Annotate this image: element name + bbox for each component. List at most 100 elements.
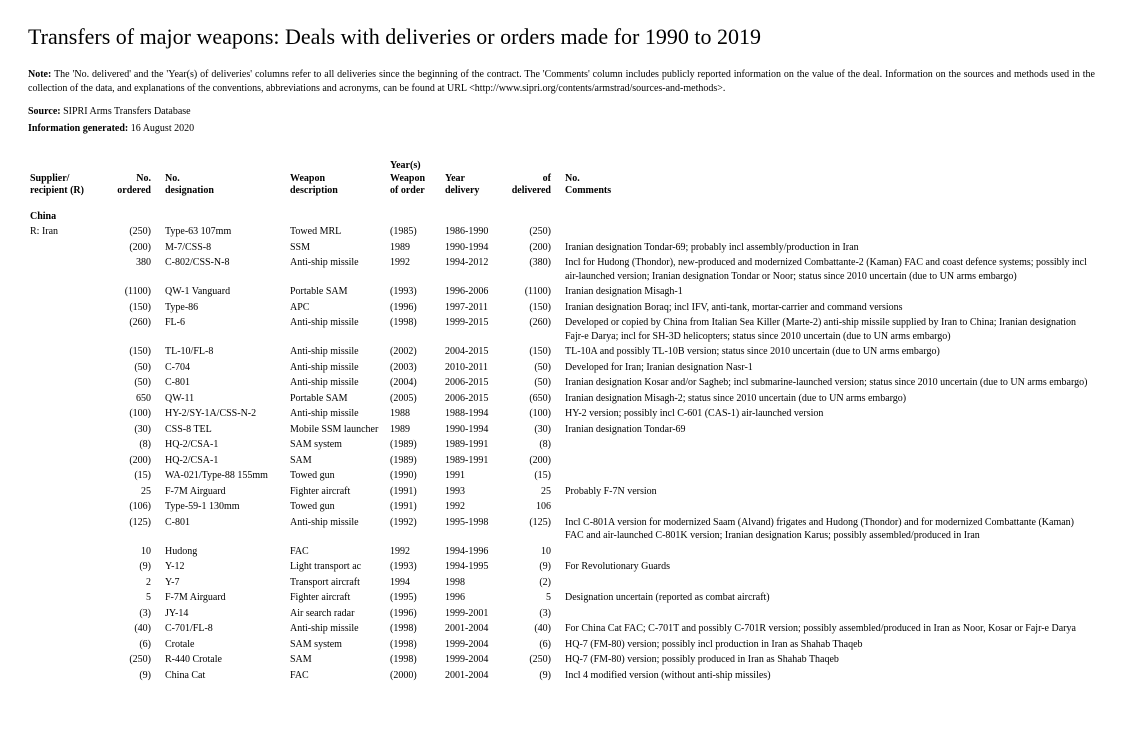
comments-cell: Iranian designation Kosar and/or Sagheb;…: [563, 375, 1095, 391]
recipient-cell: R: Iran: [28, 224, 108, 240]
recipient-cell: [28, 422, 108, 438]
num-delivered-cell: (150): [508, 300, 563, 316]
weapon-desc-cell: Anti-ship missile: [288, 255, 388, 284]
num-delivered-cell: (100): [508, 406, 563, 422]
weapon-desc-cell: Portable SAM: [288, 391, 388, 407]
year-order-cell: (1996): [388, 606, 443, 622]
ordered-cell: (8): [108, 437, 163, 453]
year-order-cell: (1991): [388, 499, 443, 515]
table-row: (15)WA-021/Type-88 155mmTowed gun(1990)1…: [28, 468, 1095, 484]
page-title: Transfers of major weapons: Deals with d…: [28, 24, 1095, 50]
comments-cell: [563, 437, 1095, 453]
num-delivered-cell: (250): [508, 652, 563, 668]
ordered-cell: (200): [108, 240, 163, 256]
designation-cell: CSS-8 TEL: [163, 422, 288, 438]
table-row: (9)Y-12Light transport ac(1993)1994-1995…: [28, 559, 1095, 575]
weapon-desc-cell: SAM system: [288, 437, 388, 453]
designation-cell: Hudong: [163, 544, 288, 560]
weapon-desc-cell: APC: [288, 300, 388, 316]
comments-cell: [563, 499, 1095, 515]
recipient-cell: [28, 668, 108, 684]
designation-cell: HY-2/SY-1A/CSS-N-2: [163, 406, 288, 422]
ordered-cell: (260): [108, 315, 163, 344]
year-delivery-cell: 1989-1991: [443, 453, 508, 469]
designation-cell: Type-63 107mm: [163, 224, 288, 240]
designation-cell: C-801: [163, 375, 288, 391]
table-row: (50)C-801Anti-ship missile(2004)2006-201…: [28, 375, 1095, 391]
recipient-cell: [28, 515, 108, 544]
num-delivered-cell: 5: [508, 590, 563, 606]
table-row: (8)HQ-2/CSA-1SAM system(1989)1989-1991(8…: [28, 437, 1095, 453]
comments-cell: Developed for Iran; Iranian designation …: [563, 360, 1095, 376]
ordered-cell: (1100): [108, 284, 163, 300]
year-order-cell: (1993): [388, 284, 443, 300]
table-row: (200)M-7/CSS-8SSM19891990-1994(200)Irani…: [28, 240, 1095, 256]
header-comments: No.Comments: [563, 158, 1095, 204]
weapon-desc-cell: Anti-ship missile: [288, 375, 388, 391]
comments-cell: Iranian designation Tondar-69; probably …: [563, 240, 1095, 256]
weapon-desc-cell: SAM: [288, 453, 388, 469]
num-delivered-cell: (30): [508, 422, 563, 438]
comments-cell: [563, 224, 1095, 240]
table-row: (50)C-704Anti-ship missile(2003)2010-201…: [28, 360, 1095, 376]
weapon-desc-cell: Transport aircraft: [288, 575, 388, 591]
num-delivered-cell: (2): [508, 575, 563, 591]
num-delivered-cell: (6): [508, 637, 563, 653]
year-order-cell: 1989: [388, 422, 443, 438]
recipient-cell: [28, 499, 108, 515]
recipient-cell: [28, 344, 108, 360]
year-delivery-cell: 1997-2011: [443, 300, 508, 316]
header-ordered: No.ordered: [108, 158, 163, 204]
designation-cell: M-7/CSS-8: [163, 240, 288, 256]
year-delivery-cell: 1993: [443, 484, 508, 500]
ordered-cell: (9): [108, 559, 163, 575]
source-label: Source:: [28, 106, 61, 117]
ordered-cell: (250): [108, 224, 163, 240]
recipient-cell: [28, 621, 108, 637]
table-row: (30)CSS-8 TELMobile SSM launcher19891990…: [28, 422, 1095, 438]
weapon-desc-cell: Towed MRL: [288, 224, 388, 240]
year-order-cell: (1998): [388, 315, 443, 344]
num-delivered-cell: (200): [508, 453, 563, 469]
table-row: (260)FL-6Anti-ship missile(1998)1999-201…: [28, 315, 1095, 344]
table-row: (100)HY-2/SY-1A/CSS-N-2Anti-ship missile…: [28, 406, 1095, 422]
num-delivered-cell: (650): [508, 391, 563, 407]
num-delivered-cell: (380): [508, 255, 563, 284]
weapon-desc-cell: FAC: [288, 544, 388, 560]
year-order-cell: (1993): [388, 559, 443, 575]
comments-cell: Iranian designation Tondar-69: [563, 422, 1095, 438]
designation-cell: QW-11: [163, 391, 288, 407]
table-row: (6)CrotaleSAM system(1998)1999-2004(6)HQ…: [28, 637, 1095, 653]
weapon-desc-cell: SAM: [288, 652, 388, 668]
year-order-cell: 1989: [388, 240, 443, 256]
num-delivered-cell: (250): [508, 224, 563, 240]
year-order-cell: (2003): [388, 360, 443, 376]
ordered-cell: 25: [108, 484, 163, 500]
year-order-cell: (1990): [388, 468, 443, 484]
year-order-cell: (2004): [388, 375, 443, 391]
ordered-cell: 2: [108, 575, 163, 591]
table-row: (250)R-440 CrotaleSAM(1998)1999-2004(250…: [28, 652, 1095, 668]
designation-cell: Crotale: [163, 637, 288, 653]
ordered-cell: (40): [108, 621, 163, 637]
recipient-cell: [28, 437, 108, 453]
ordered-cell: (6): [108, 637, 163, 653]
comments-cell: Incl 4 modified version (without anti-sh…: [563, 668, 1095, 684]
table-row: 380C-802/CSS-N-8Anti-ship missile1992199…: [28, 255, 1095, 284]
recipient-cell: [28, 652, 108, 668]
table-row: (1100)QW-1 VanguardPortable SAM(1993)199…: [28, 284, 1095, 300]
year-delivery-cell: 1999-2004: [443, 652, 508, 668]
recipient-cell: [28, 484, 108, 500]
recipient-cell: [28, 406, 108, 422]
table-row: (125)C-801Anti-ship missile(1992)1995-19…: [28, 515, 1095, 544]
year-order-cell: (1998): [388, 621, 443, 637]
table-row: 25F-7M AirguardFighter aircraft(1991)199…: [28, 484, 1095, 500]
supplier-name: China: [28, 204, 1095, 225]
recipient-cell: [28, 284, 108, 300]
designation-cell: FL-6: [163, 315, 288, 344]
table-row: (40)C-701/FL-8Anti-ship missile(1998)200…: [28, 621, 1095, 637]
year-order-cell: (1989): [388, 453, 443, 469]
num-delivered-cell: 106: [508, 499, 563, 515]
table-row: (3)JY-14Air search radar(1996)1999-2001(…: [28, 606, 1095, 622]
designation-cell: C-704: [163, 360, 288, 376]
